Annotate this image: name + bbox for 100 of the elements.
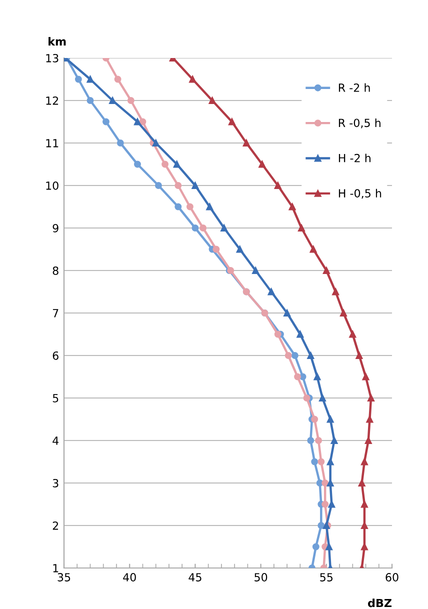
x-axis-title: dBZ (368, 598, 392, 608)
point (288, 203, 296, 210)
point (360, 458, 368, 466)
y-tick-label: 13 (46, 54, 58, 62)
legend-label: R -0,5 h (338, 118, 380, 128)
point (102, 118, 110, 126)
point (152, 140, 160, 146)
point (340, 310, 347, 316)
point (318, 522, 325, 529)
point (326, 416, 334, 423)
point (311, 416, 318, 423)
point (116, 140, 124, 146)
point (127, 97, 134, 104)
point (252, 267, 260, 274)
point (312, 543, 320, 550)
x-tick-label: 35 (58, 573, 70, 582)
point (173, 160, 180, 168)
point (314, 373, 321, 380)
y-axis-title: km (48, 37, 66, 46)
legend-label: R -2 h (338, 83, 370, 92)
x-tick-label: 45 (188, 573, 202, 582)
point (154, 182, 162, 189)
point (316, 480, 324, 486)
x-tick-label: 50 (254, 573, 268, 582)
y-tick-label: 6 (52, 351, 58, 360)
point (236, 246, 244, 253)
point (284, 310, 291, 316)
point (364, 437, 372, 444)
point (109, 97, 116, 104)
point (307, 352, 314, 359)
point (186, 203, 194, 210)
point (318, 458, 325, 466)
point (322, 500, 329, 508)
y-tick-label: 10 (46, 181, 58, 190)
point (298, 224, 305, 232)
point (291, 352, 298, 359)
point (86, 76, 94, 83)
y-tick-label: 7 (52, 309, 58, 318)
point (220, 224, 228, 232)
point (326, 543, 332, 550)
point (358, 480, 366, 486)
point (242, 140, 250, 146)
point (174, 203, 182, 210)
y-tick-label: 8 (52, 266, 58, 275)
point (86, 97, 94, 104)
point (366, 416, 374, 423)
point (274, 330, 282, 338)
point (284, 352, 292, 359)
y-tick-label: 4 (52, 436, 59, 445)
y-tick-label: 11 (46, 139, 58, 148)
point (294, 373, 302, 380)
point (360, 500, 368, 508)
point (258, 160, 266, 168)
point (318, 394, 326, 402)
point (208, 97, 216, 104)
y-tick-label: 1 (53, 564, 58, 572)
y-tick-label: 9 (52, 224, 58, 232)
point (174, 182, 182, 189)
point (134, 118, 141, 126)
point (134, 160, 141, 168)
point (274, 182, 282, 189)
x-tick-label: 60 (386, 573, 398, 582)
y-tick-label: 3 (52, 478, 58, 488)
point (307, 437, 314, 444)
legend-label: H -0,5 h (338, 188, 382, 199)
point (296, 330, 304, 338)
legend-label: H -2 h (338, 154, 370, 162)
y-tick-label: 12 (46, 96, 58, 105)
y-tick-label: 2 (52, 521, 58, 530)
point (303, 394, 310, 402)
point (368, 394, 374, 402)
point (114, 76, 122, 83)
x-tick-label: 55 (320, 573, 332, 582)
point (326, 458, 334, 466)
point (311, 458, 318, 466)
point (192, 182, 199, 189)
point (206, 203, 214, 210)
point (212, 246, 220, 253)
point (330, 437, 338, 444)
point (315, 437, 322, 444)
point (192, 224, 199, 232)
point (139, 118, 146, 126)
point (268, 288, 275, 296)
point (310, 246, 317, 253)
point (322, 480, 329, 486)
point (162, 160, 168, 168)
point (74, 76, 82, 83)
y-tick-label: 5 (52, 394, 58, 402)
point (228, 118, 236, 126)
point (322, 267, 330, 274)
point (189, 76, 196, 83)
point (200, 224, 207, 232)
point (360, 522, 368, 529)
point (328, 500, 336, 508)
point (356, 352, 363, 359)
point (362, 373, 370, 380)
point (326, 480, 334, 486)
point (349, 330, 356, 338)
x-tick-label: 40 (123, 573, 136, 582)
point (332, 288, 340, 296)
